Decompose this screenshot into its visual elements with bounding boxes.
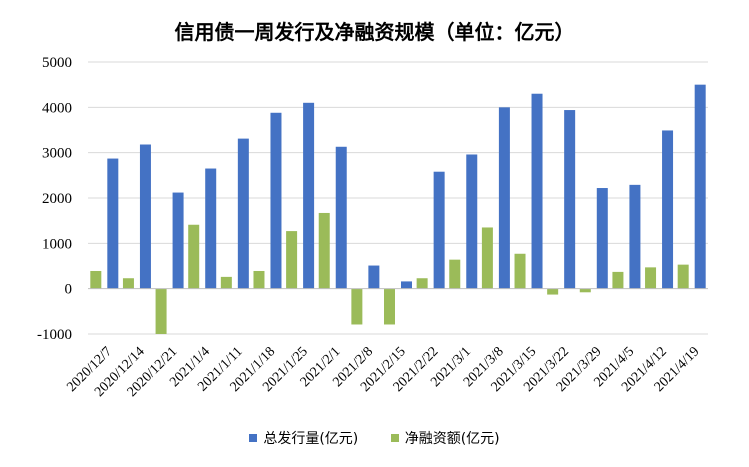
y-tick-label: 5000 [42,55,72,71]
bar-net-financing [188,224,200,289]
bar-net-financing [286,231,298,289]
bar-total-issuance [172,192,184,289]
legend-swatch-total-issuance [249,434,258,442]
bar-total-issuance [498,107,510,289]
chart-title: 信用债一周发行及净融资规模（单位：亿元） [174,20,575,44]
bar-net-financing [677,264,689,289]
legend-swatch-net-financing [390,434,399,442]
bar-net-financing [481,227,493,289]
bar-net-financing [122,278,134,289]
bar-total-issuance [433,171,445,289]
bar-net-financing [384,288,395,325]
legend-label-net-financing: 净融资额(亿元) [404,431,500,447]
legend-item-total-issuance: 总发行量(亿元) [249,428,358,448]
bar-net-financing [579,288,591,293]
bar-total-issuance [596,188,608,289]
bar-total-issuance [368,265,380,289]
bar-net-financing [612,271,624,289]
y-tick-label: -1000 [37,327,72,343]
bar-total-issuance [270,112,282,289]
legend: 总发行量(亿元) 净融资额(亿元) [0,428,749,448]
bar-total-issuance [662,130,674,289]
legend-item-net-financing: 净融资额(亿元) [390,428,500,448]
bar-total-issuance [531,93,543,289]
bar-net-financing [318,212,330,289]
bar-total-issuance [139,144,151,289]
bar-net-financing [155,288,167,334]
bar-total-issuance [564,110,576,289]
bar-total-issuance [466,154,478,289]
bar-net-financing [645,267,657,289]
legend-label-total-issuance: 总发行量(亿元) [263,431,359,447]
y-tick-label: 4000 [42,100,72,116]
bar-total-issuance [694,84,706,289]
bar-net-financing [449,259,461,289]
bar-total-issuance [205,168,217,289]
bar-total-issuance [629,184,641,289]
bar-net-financing [416,278,428,289]
bar-net-financing [90,270,102,289]
bar-net-financing [514,253,526,289]
bar-total-issuance [107,158,119,289]
bar-total-issuance [303,102,315,289]
bar-net-financing [351,288,363,325]
bar-total-issuance [335,146,347,289]
bar-total-issuance [237,138,249,289]
y-tick-label: 2000 [42,191,72,207]
bar-net-financing [547,288,559,295]
bar-net-financing [253,270,265,289]
y-tick-label: 1000 [42,236,72,252]
y-tick-label: 0 [65,282,73,298]
bar-total-issuance [401,281,412,289]
y-tick-label: 3000 [42,146,72,162]
bar-net-financing [220,276,232,289]
